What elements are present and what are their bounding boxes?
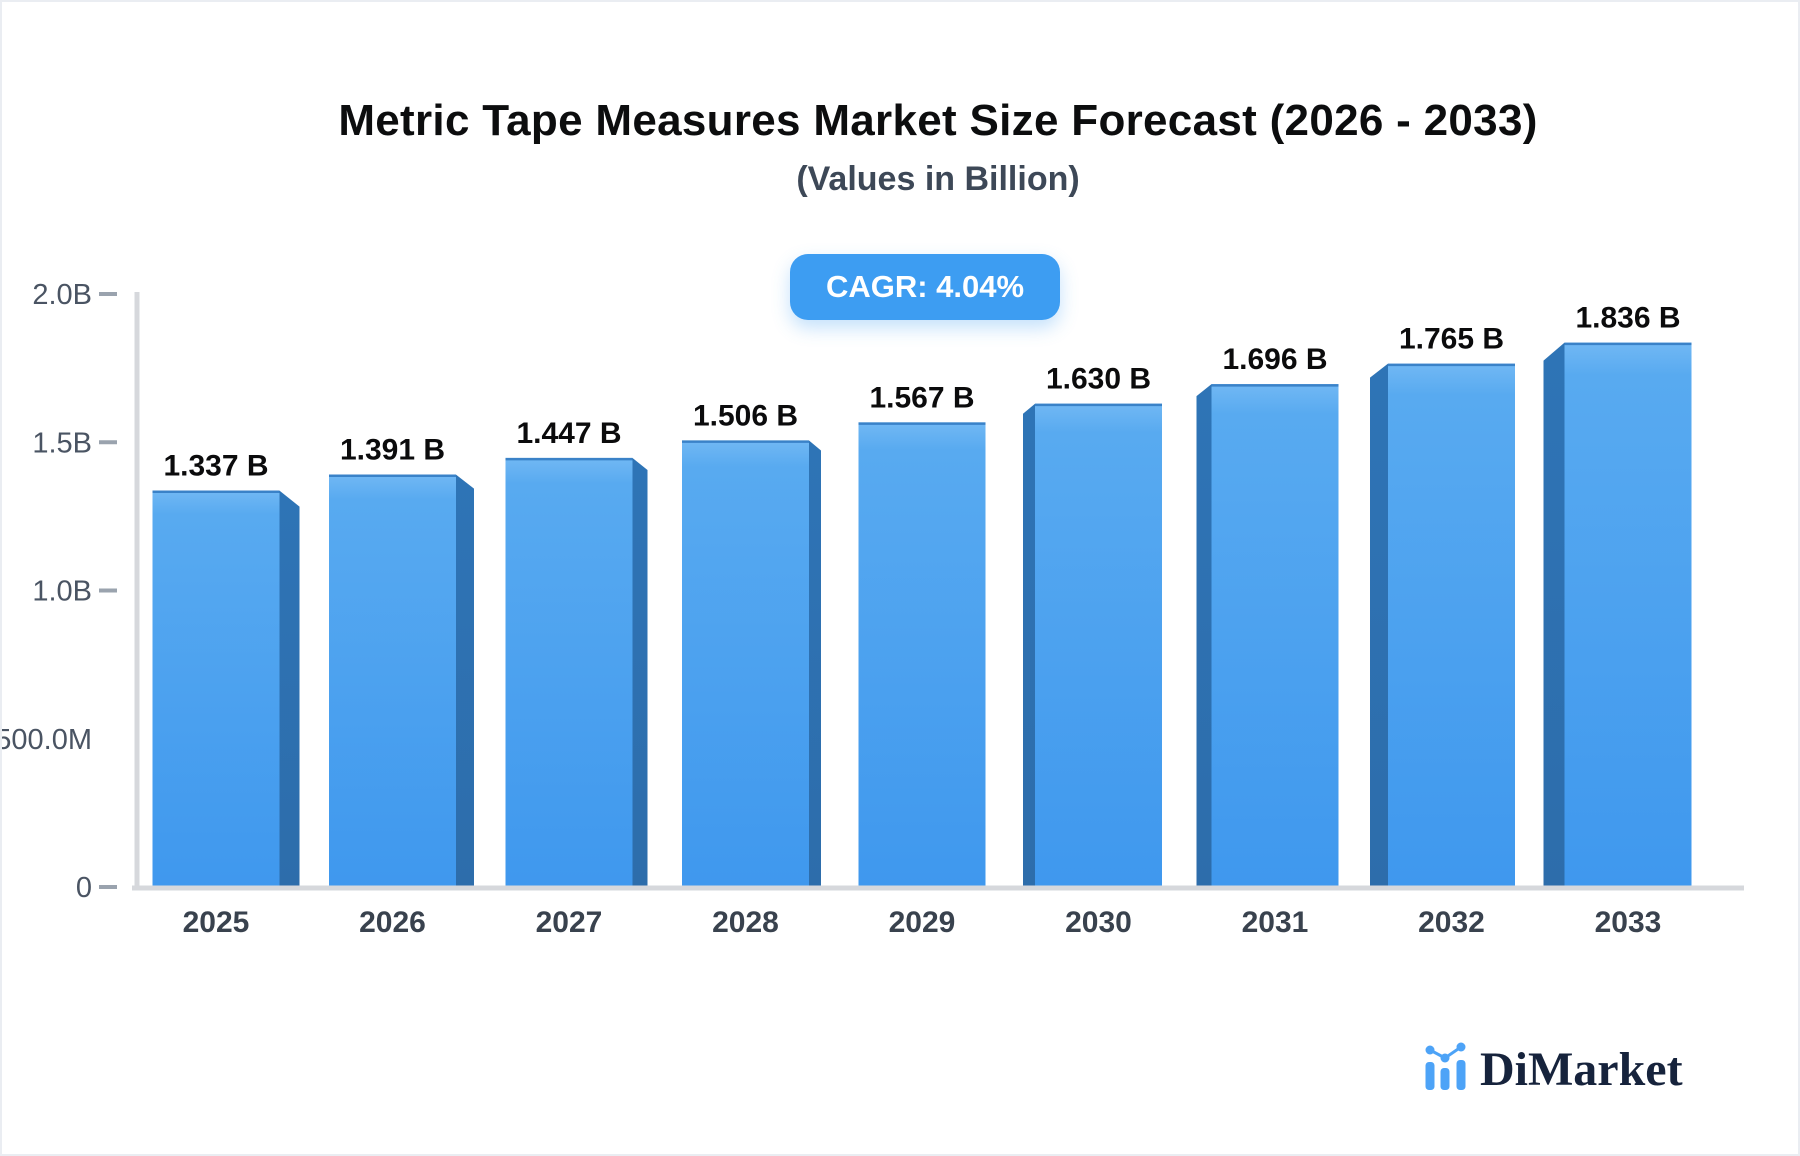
bar-front-face [682, 440, 809, 887]
bar-side-face [279, 490, 300, 887]
y-axis-label: 500.0M [2, 724, 92, 756]
bar-front-face [505, 457, 633, 887]
bar-2026[interactable]: 1.391 B [329, 434, 474, 887]
dimarket-logo-text: DiMarket [1480, 1042, 1683, 1096]
dimarket-logo[interactable]: DiMarket [1422, 1040, 1683, 1096]
bar-value-label: 1.447 B [516, 417, 621, 450]
x-axis-label: 2026 [359, 906, 426, 939]
bar-2032[interactable]: 1.765 B [1370, 323, 1515, 887]
bar-value-label: 1.567 B [869, 381, 974, 414]
bar-side-face [809, 440, 821, 887]
bar-2030[interactable]: 1.630 B [1023, 363, 1162, 887]
cagr-badge: CAGR: 4.04% [790, 254, 1060, 320]
x-axis-label: 2033 [1595, 906, 1662, 939]
chart-title: Metric Tape Measures Market Size Forecas… [338, 96, 1538, 145]
cagr-label: CAGR: 4.04% [825, 269, 1025, 304]
bar-front-face [858, 422, 986, 887]
bar-front-face [152, 490, 280, 887]
bar-front-face [1035, 403, 1162, 887]
bar-front-face [1388, 363, 1515, 887]
chart-header: Metric Tape Measures Market Size Forecas… [132, 2, 1744, 199]
dimarket-logo-icon [1425, 1042, 1466, 1090]
bar-value-label: 1.506 B [693, 399, 798, 432]
bar-2029[interactable]: 1.567 B [858, 381, 986, 887]
bar-2028[interactable]: 1.506 B [682, 399, 821, 887]
y-axis-label: 2.0B [32, 279, 92, 311]
bar-2031[interactable]: 1.696 B [1196, 343, 1339, 887]
bar-front-face [1564, 342, 1692, 888]
bar-value-label: 1.765 B [1399, 323, 1504, 356]
y-axis-label: 1.5B [32, 427, 92, 459]
x-axis-label: 2027 [536, 906, 603, 939]
bar-value-label: 1.337 B [163, 450, 268, 483]
x-axis-label: 2025 [183, 906, 250, 939]
bar-front-face [329, 474, 456, 887]
x-axis-label: 2028 [712, 906, 779, 939]
bar-side-face [1370, 363, 1388, 887]
x-axis-label: 2030 [1065, 906, 1132, 939]
bar-side-face [1196, 384, 1212, 887]
bar-2033[interactable]: 1.836 B [1543, 302, 1692, 888]
bar-side-face [632, 457, 648, 887]
x-axis-label: 2032 [1418, 906, 1485, 939]
bar-side-face [1023, 403, 1035, 887]
bar-side-face [1543, 342, 1565, 888]
bar-value-label: 1.696 B [1222, 343, 1327, 376]
x-axis-label: 2031 [1242, 906, 1309, 939]
bar-value-label: 1.836 B [1575, 302, 1680, 335]
chart-subtitle: (Values in Billion) [796, 160, 1080, 198]
bar-side-face [456, 474, 474, 887]
bar-value-label: 1.630 B [1046, 363, 1151, 396]
bar-2027[interactable]: 1.447 B [505, 417, 648, 887]
bar-value-label: 1.391 B [340, 434, 445, 467]
y-axis-label: 1.0B [32, 576, 92, 608]
y-axis-label: 0 [76, 872, 92, 904]
bar-front-face [1211, 384, 1339, 887]
bar-2025[interactable]: 1.337 B [152, 450, 300, 887]
x-axis-label: 2029 [889, 906, 956, 939]
